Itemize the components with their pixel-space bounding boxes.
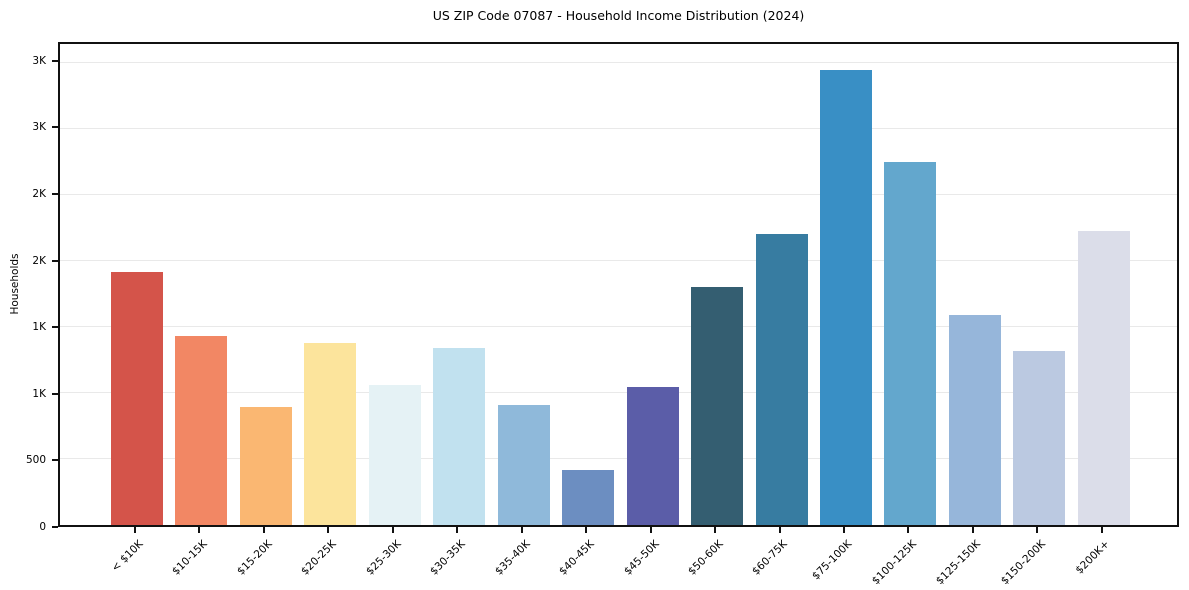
x-tick-label: $45-50K xyxy=(621,538,662,578)
plot-area xyxy=(58,42,1179,527)
x-tick-mark xyxy=(971,527,974,533)
x-tick-mark xyxy=(262,527,265,533)
x-tick-mark xyxy=(649,527,652,533)
x-tick-label: $30-35K xyxy=(428,538,468,578)
bar-$125-150K xyxy=(948,314,1001,525)
x-tick-mark xyxy=(391,527,394,533)
y-tick-mark xyxy=(52,59,58,62)
x-tick-label: $35-40K xyxy=(492,538,533,578)
y-tick-label: 500 xyxy=(25,454,46,467)
x-tick-label: < $10K xyxy=(109,538,146,575)
y-tick-label: 1K xyxy=(32,387,46,400)
bar-$25-30K xyxy=(368,384,421,525)
x-tick-label: $40-45K xyxy=(556,538,597,578)
y-tick-mark xyxy=(52,392,58,395)
x-tick-mark xyxy=(520,527,523,533)
bar-$200K+ xyxy=(1077,230,1130,525)
bar-$35-40K xyxy=(497,405,550,525)
grid-line xyxy=(60,391,1177,393)
x-tick-label: $10-15K xyxy=(170,538,210,578)
x-tick-mark xyxy=(198,527,201,533)
x-tick-mark xyxy=(907,527,910,533)
grid-line xyxy=(60,259,1177,261)
x-tick-label: $20-25K xyxy=(299,538,339,578)
bar-$60-75K xyxy=(755,233,808,525)
y-tick-mark xyxy=(52,126,58,129)
x-tick-mark xyxy=(327,527,330,533)
bar-$40-45K xyxy=(562,469,615,525)
bar-$45-50K xyxy=(626,386,679,525)
y-tick-mark xyxy=(52,259,58,262)
bar-$75-100K xyxy=(819,69,872,525)
x-tick-label: $125-150K xyxy=(934,538,984,588)
x-tick-label: $200K+ xyxy=(1073,538,1113,577)
bar-$15-20K xyxy=(239,406,292,525)
grid-line xyxy=(60,61,1177,63)
x-tick-label: $75-100K xyxy=(810,538,855,583)
x-tick-mark xyxy=(714,527,717,533)
grid-line xyxy=(60,457,1177,459)
bar-$30-35K xyxy=(433,347,486,525)
x-tick-mark xyxy=(1100,527,1103,533)
bar-$150-200K xyxy=(1013,350,1066,525)
y-tick-label: 3K xyxy=(32,121,46,134)
y-tick-label: 2K xyxy=(32,254,46,267)
x-tick-mark xyxy=(456,527,459,533)
x-tick-label: $100-125K xyxy=(869,538,919,588)
bar-$20-25K xyxy=(304,343,357,525)
x-tick-mark xyxy=(585,527,588,533)
chart-title: US ZIP Code 07087 - Household Income Dis… xyxy=(432,8,805,23)
bar-$100-125K xyxy=(884,162,937,525)
bar-< $10K xyxy=(111,271,163,525)
x-tick-mark xyxy=(134,527,136,533)
y-tick-mark xyxy=(52,192,58,195)
y-tick-mark xyxy=(52,459,58,462)
bar-$50-60K xyxy=(691,287,744,525)
grid-line xyxy=(60,325,1177,327)
y-tick-label: 3K xyxy=(32,54,46,67)
grid-line xyxy=(60,193,1177,195)
x-tick-label: $50-60K xyxy=(685,538,726,578)
x-tick-label: $25-30K xyxy=(363,538,404,578)
y-tick-label: 1K xyxy=(32,321,46,334)
x-tick-label: $60-75K xyxy=(750,538,790,578)
bar-$10-15K xyxy=(175,336,228,525)
y-tick-label: 2K xyxy=(32,187,46,200)
x-tick-label: $150-200K xyxy=(998,538,1048,588)
x-tick-mark xyxy=(778,527,781,533)
grid-line xyxy=(60,127,1177,129)
y-tick-mark xyxy=(52,526,58,528)
x-tick-label: $15-20K xyxy=(234,538,275,578)
x-tick-mark xyxy=(1036,527,1039,533)
x-tick-mark xyxy=(842,527,845,533)
y-tick-mark xyxy=(52,326,58,329)
y-tick-label: 0 xyxy=(39,521,46,533)
